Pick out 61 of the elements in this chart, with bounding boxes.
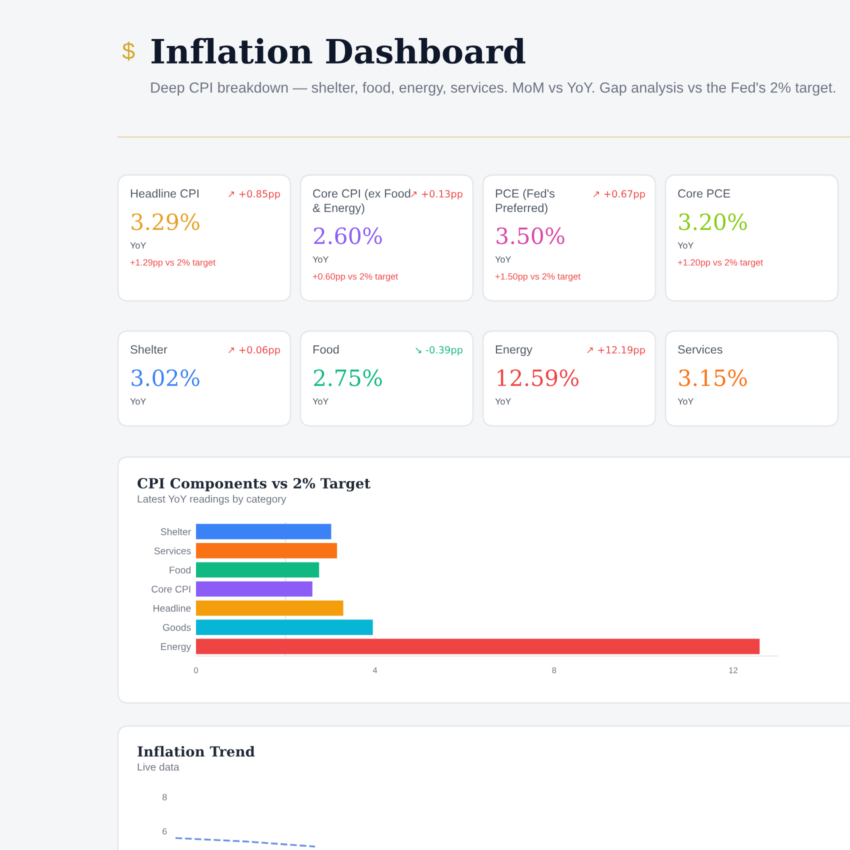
chart-title: CPI Components vs 2% Target	[138, 478, 371, 492]
text: YoY	[678, 242, 694, 249]
text: Food	[313, 345, 339, 354]
y-tick-label: Goods	[162, 624, 191, 631]
y-tick-label: Services	[154, 547, 191, 554]
bar	[196, 638, 760, 654]
bar	[196, 600, 344, 616]
text: 3.20%	[679, 213, 747, 230]
y-tick-label: Core CPI	[152, 586, 190, 593]
bar	[196, 562, 320, 578]
text: YoY	[130, 242, 146, 249]
text: Core CPI (ex Food & Energy)	[312, 189, 410, 214]
text: Services	[678, 345, 722, 354]
text: 3.02%	[132, 369, 200, 386]
text: 3.29%	[132, 213, 200, 230]
text: $	[122, 42, 135, 61]
text: 2.75%	[314, 369, 382, 386]
y-tick-label: 6	[162, 828, 167, 835]
y-tick-label: Food	[170, 566, 191, 574]
bar	[196, 524, 332, 540]
line-series	[174, 837, 315, 848]
text: Energy	[496, 345, 532, 356]
chart-subtitle: Latest YoY readings by category	[138, 495, 286, 505]
x-tick-label: 12	[729, 667, 738, 674]
text: 12.59%	[498, 369, 579, 386]
text: 2.60%	[314, 227, 382, 244]
text: ↗ +0.06pp	[228, 346, 280, 356]
x-tick-label: 8	[552, 667, 556, 674]
text: YoY	[678, 398, 694, 405]
y-tick-label: Headline	[154, 604, 191, 612]
chart-title: Inflation Trend	[138, 746, 255, 757]
text: YoY	[130, 398, 146, 405]
text: 3.50%	[496, 227, 564, 244]
text: Deep CPI breakdown — shelter, food, energy, services. MoM vs YoY. Gap analysis vs the Fed's 2% target.	[151, 82, 836, 96]
bar	[196, 543, 338, 558]
text: ↗ +0.13pp	[410, 190, 462, 200]
bar	[196, 620, 373, 635]
text: ↗ +12.19pp	[587, 346, 645, 356]
bar	[196, 581, 312, 597]
text: PCE (Fed's Preferred)	[496, 189, 555, 214]
y-tick-label: 8	[162, 794, 167, 800]
y-tick-label: Shelter	[160, 528, 191, 536]
x-tick-label: 4	[372, 667, 378, 674]
text: ↘ -0.39pp	[416, 346, 462, 356]
x-tick-label: 0	[194, 667, 198, 674]
text: Core PCE	[678, 189, 730, 198]
chart-subtitle: Live data	[138, 763, 180, 771]
y-tick-label: Energy	[161, 643, 192, 652]
text: +0.60pp vs 2% target	[312, 273, 398, 282]
text: +1.50pp vs 2% target	[495, 273, 581, 282]
text: YoY	[312, 256, 329, 263]
text: ↗ +0.85pp	[228, 190, 280, 200]
text: YoY	[495, 256, 512, 263]
text: YoY	[312, 398, 329, 405]
text: YoY	[495, 398, 512, 405]
text: +1.20pp vs 2% target	[678, 259, 764, 268]
text: +1.29pp vs 2% target	[130, 259, 216, 268]
text: ↗ +0.67pp	[593, 190, 645, 200]
text: Headline CPI	[130, 189, 198, 198]
text: Inflation Dashboard	[152, 38, 526, 64]
text: 3.15%	[679, 369, 747, 386]
